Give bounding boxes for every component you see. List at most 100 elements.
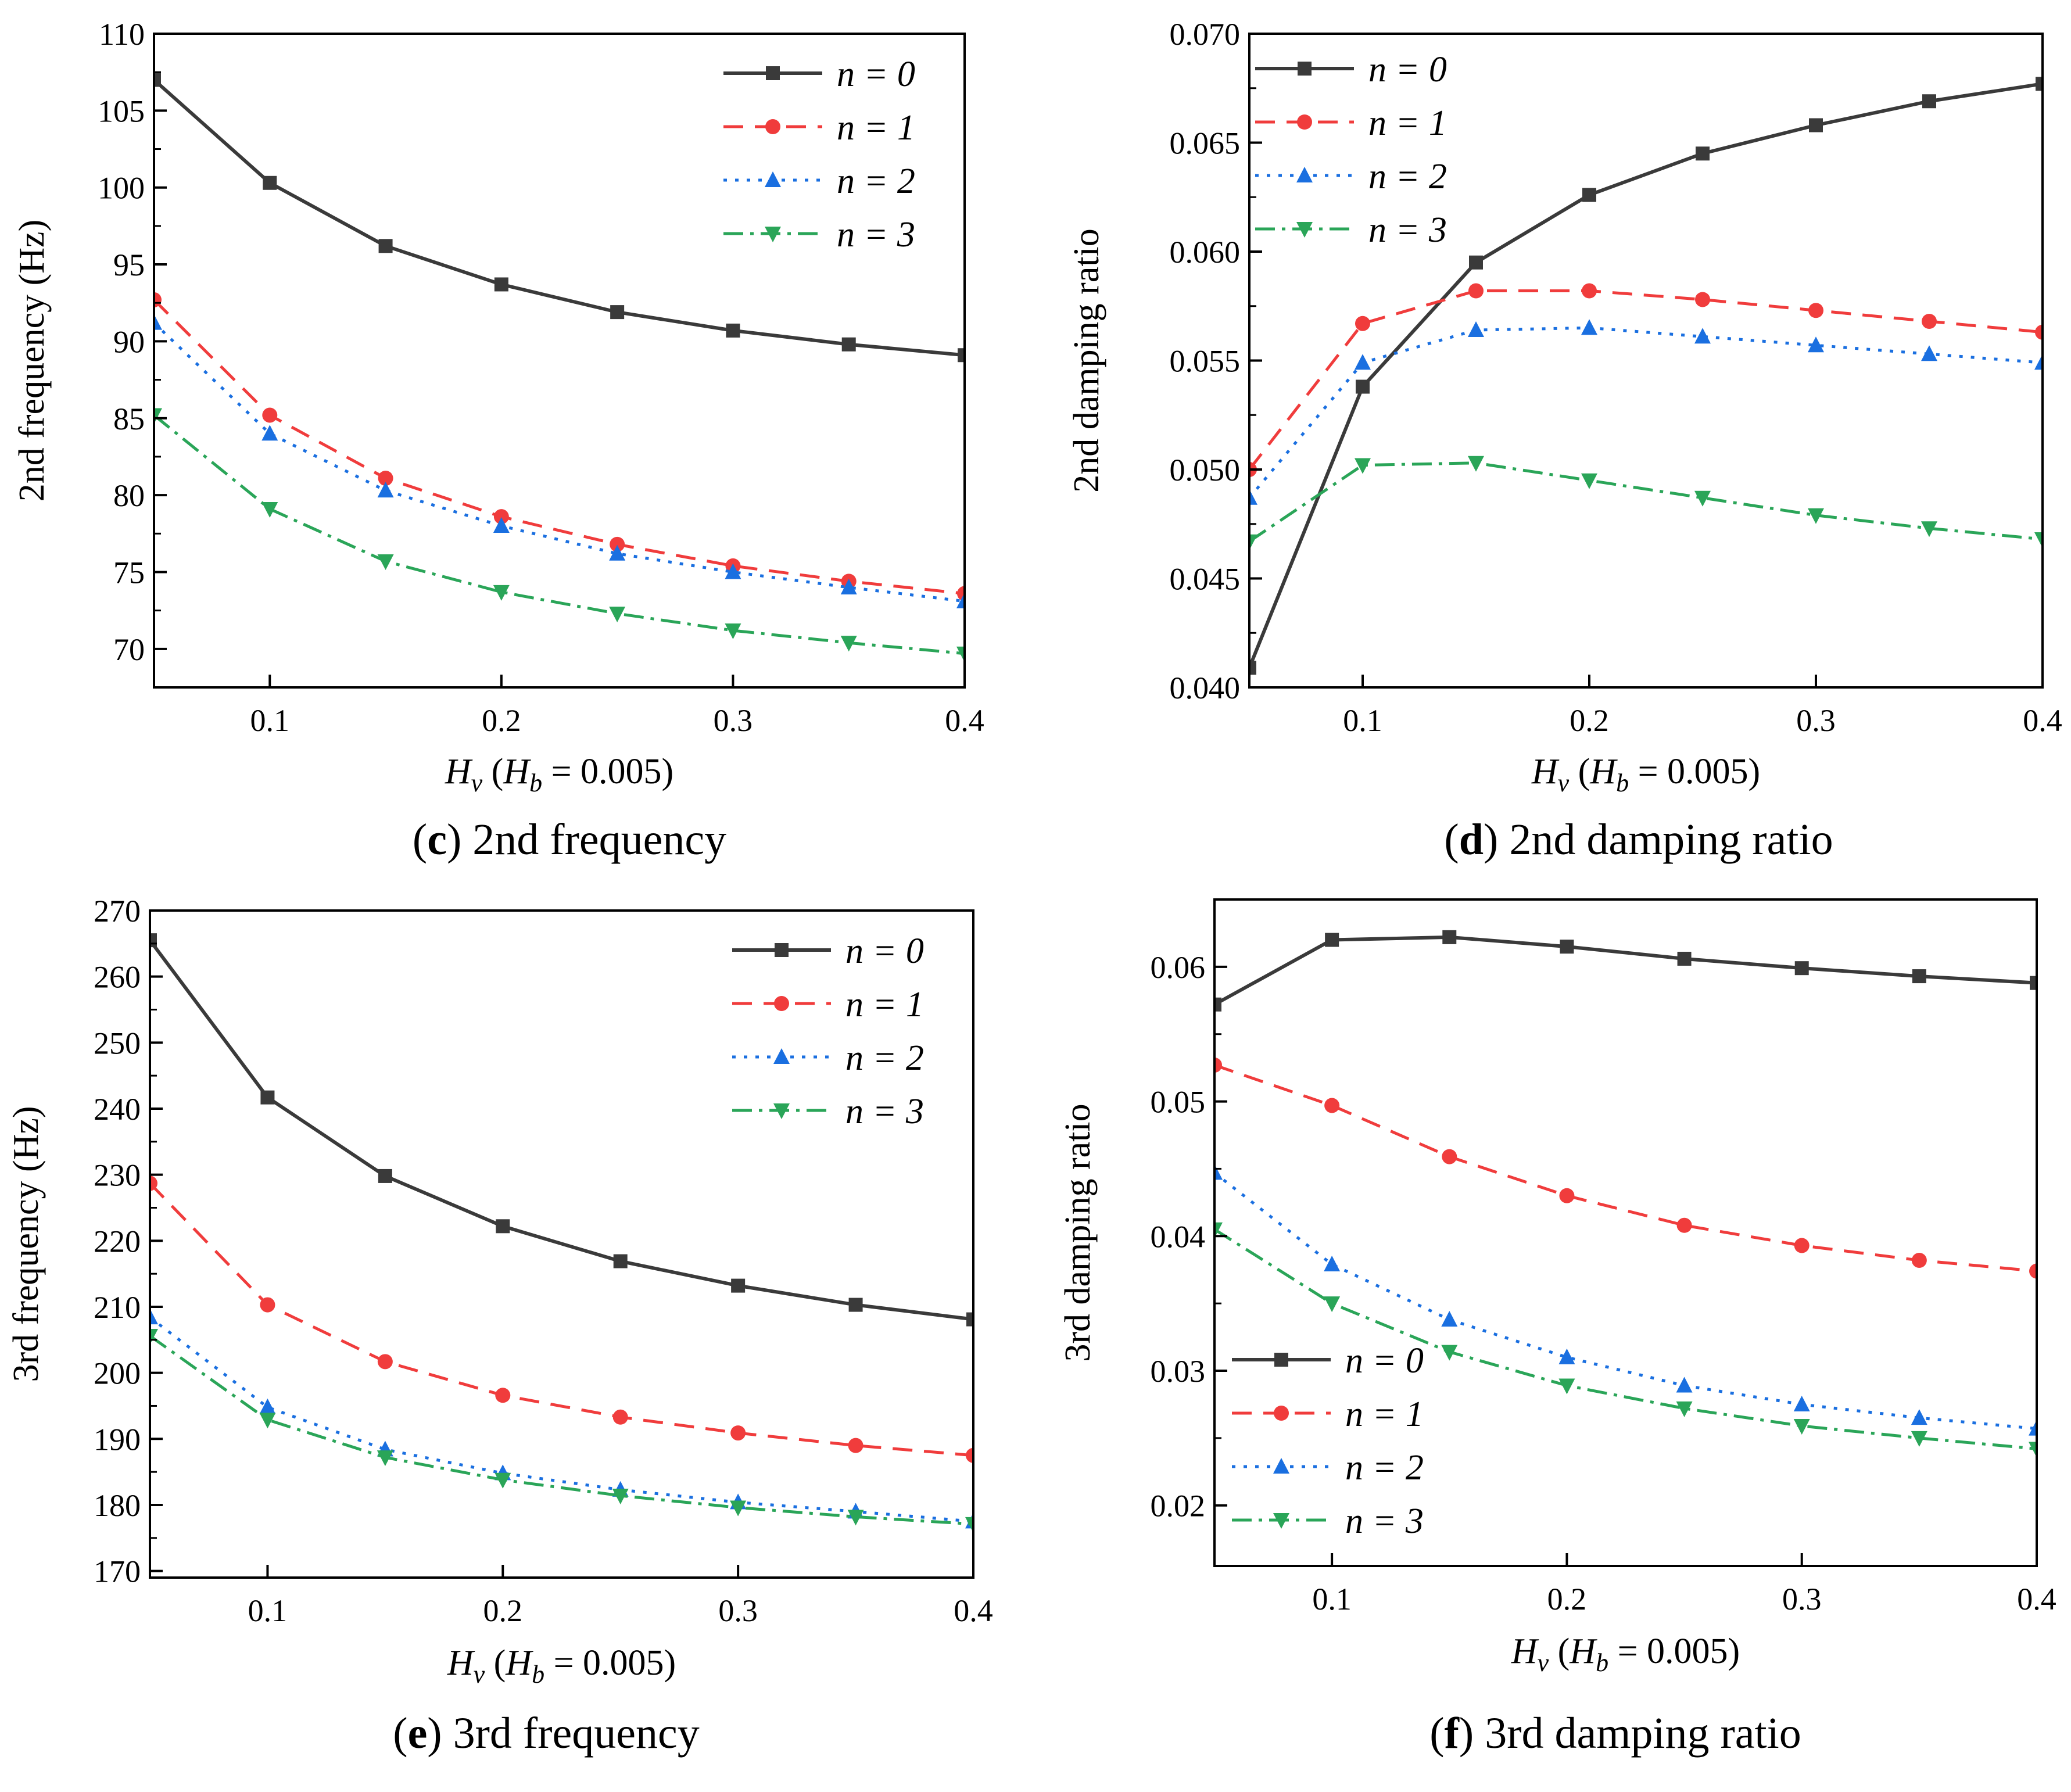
data-point-c-n2-0 <box>154 314 162 330</box>
x-tick-label-f-1: 0.2 <box>1547 1582 1587 1617</box>
plot-frame-e <box>149 909 974 1579</box>
legend-label-e-n3: n = 3 <box>845 1092 924 1131</box>
data-point-d-n0-2 <box>1469 255 1483 270</box>
data-point-f-n1-6 <box>1911 1253 1927 1268</box>
x-tick-label-d-2: 0.3 <box>1796 703 1836 738</box>
data-point-c-n2-5 <box>725 563 741 579</box>
y-axis-label-d: 2nd damping ratio <box>1067 228 1106 493</box>
caption-f: (f) 3rd damping ratio <box>1429 1709 1801 1758</box>
series-d-n0 <box>1249 77 2043 675</box>
data-point-c-n2-2 <box>377 482 394 498</box>
series-c-n1 <box>154 292 965 601</box>
series-line-d-n0 <box>1249 82 2043 669</box>
y-tick-label-e-5: 220 <box>94 1224 141 1259</box>
data-point-e-n3-7 <box>965 1517 973 1533</box>
series-line-f-n1 <box>1214 1063 2037 1273</box>
data-point-e-n3-4 <box>612 1489 629 1505</box>
data-point-d-n0-5 <box>1809 118 1823 132</box>
data-point-f-n0-0 <box>1214 997 1221 1012</box>
data-point-c-n0-6 <box>841 337 856 352</box>
data-point-c-n0-3 <box>494 277 508 292</box>
legend-marker-d-n0 <box>1298 62 1312 76</box>
legend-marker-e-n3 <box>773 1103 790 1119</box>
data-point-e-n1-5 <box>730 1425 746 1441</box>
series-d-n1 <box>1249 283 2043 477</box>
data-point-f-n3-4 <box>1676 1401 1693 1417</box>
data-point-e-n3-6 <box>847 1510 864 1526</box>
data-point-c-n0-1 <box>263 175 277 190</box>
data-point-d-n2-2 <box>1468 321 1484 337</box>
data-point-c-n2-4 <box>609 544 626 561</box>
data-point-f-n2-1 <box>1324 1255 1341 1271</box>
x-tick-label-e-3: 0.4 <box>954 1593 993 1628</box>
data-point-f-n0-4 <box>1677 951 1692 966</box>
data-point-e-n0-4 <box>613 1254 628 1268</box>
legend-marker-c-n0 <box>766 66 780 80</box>
data-point-d-n0-6 <box>1922 94 1936 109</box>
data-point-c-n2-6 <box>840 578 857 594</box>
data-point-e-n1-2 <box>377 1354 393 1370</box>
series-line-c-n2 <box>154 321 965 603</box>
data-point-e-n1-1 <box>260 1297 275 1313</box>
series-line-f-n0 <box>1214 935 2037 1006</box>
x-tick-label-f-0: 0.1 <box>1312 1582 1352 1617</box>
data-point-c-n1-1 <box>262 407 278 423</box>
data-point-f-n3-1 <box>1324 1296 1341 1313</box>
data-point-f-n1-1 <box>1324 1098 1340 1113</box>
data-point-f-n2-6 <box>1911 1409 1927 1425</box>
x-tick-label-d-3: 0.4 <box>2023 703 2062 738</box>
data-point-e-n2-1 <box>259 1398 276 1414</box>
legend-label-f-n1: n = 1 <box>1345 1395 1424 1434</box>
legend-marker-d-n1 <box>1297 114 1312 130</box>
data-point-f-n3-0 <box>1214 1222 1223 1238</box>
data-point-c-n1-3 <box>493 509 509 525</box>
data-point-e-n1-7 <box>966 1447 973 1463</box>
y-tick-label-d-5: 0.065 <box>1170 126 1241 161</box>
data-point-d-n2-1 <box>1355 354 1371 370</box>
x-tick-label-c-1: 0.2 <box>482 703 521 738</box>
x-tick-label-e-0: 0.1 <box>248 1593 288 1628</box>
data-point-f-n0-2 <box>1442 930 1457 944</box>
x-tick-label-c-0: 0.1 <box>250 703 290 738</box>
data-point-d-n1-7 <box>2035 324 2043 340</box>
y-axis-label-e: 3rd frequency (Hz) <box>6 1106 46 1382</box>
data-point-d-n1-5 <box>1808 303 1823 318</box>
legend-label-f-n3: n = 3 <box>1345 1501 1424 1541</box>
y-tick-label-d-0: 0.040 <box>1170 671 1241 705</box>
x-axis-label-c: Hv (Hb = 0.005) <box>445 752 673 797</box>
legend-label-c-n0: n = 0 <box>837 55 915 94</box>
plot-frame-f <box>1213 898 2038 1567</box>
data-point-c-n0-4 <box>610 305 625 320</box>
legend-label-c-n2: n = 2 <box>837 162 915 201</box>
data-point-d-n2-7 <box>2034 354 2043 370</box>
legend-marker-d-n2 <box>1296 167 1313 182</box>
data-point-c-n2-1 <box>261 425 278 441</box>
data-point-e-n1-6 <box>848 1438 863 1453</box>
legend-label-f-n0: n = 0 <box>1345 1341 1424 1381</box>
series-line-c-n0 <box>154 78 965 357</box>
data-point-d-n1-1 <box>1355 316 1370 331</box>
caption-e: (e) 3rd frequency <box>393 1709 699 1758</box>
y-tick-label-c-0: 70 <box>113 632 145 667</box>
y-tick-label-e-8: 250 <box>94 1026 141 1060</box>
series-line-e-n0 <box>150 939 973 1321</box>
series-line-e-n3 <box>150 1334 973 1526</box>
y-axis-label-f: 3rd damping ratio <box>1058 1103 1098 1361</box>
y-tick-label-c-2: 80 <box>113 478 145 513</box>
y-tick-label-c-8: 110 <box>99 17 145 52</box>
data-point-d-n3-7 <box>2034 532 2043 548</box>
legend-marker-f-n3 <box>1273 1513 1289 1529</box>
data-point-f-n1-4 <box>1676 1217 1692 1233</box>
data-point-f-n0-3 <box>1560 940 1574 954</box>
data-point-d-n1-4 <box>1695 292 1710 307</box>
data-point-f-n1-3 <box>1559 1188 1575 1203</box>
legend-label-c-n1: n = 1 <box>837 108 915 148</box>
x-tick-label-d-1: 0.2 <box>1570 703 1609 738</box>
x-tick-label-e-1: 0.2 <box>483 1593 523 1628</box>
data-point-c-n3-4 <box>609 606 626 622</box>
data-point-c-n3-0 <box>154 408 162 424</box>
data-point-e-n3-1 <box>259 1413 276 1429</box>
legend-label-d-n1: n = 1 <box>1368 103 1447 143</box>
legend-label-f-n2: n = 2 <box>1345 1448 1424 1488</box>
data-point-d-n0-3 <box>1582 188 1596 202</box>
